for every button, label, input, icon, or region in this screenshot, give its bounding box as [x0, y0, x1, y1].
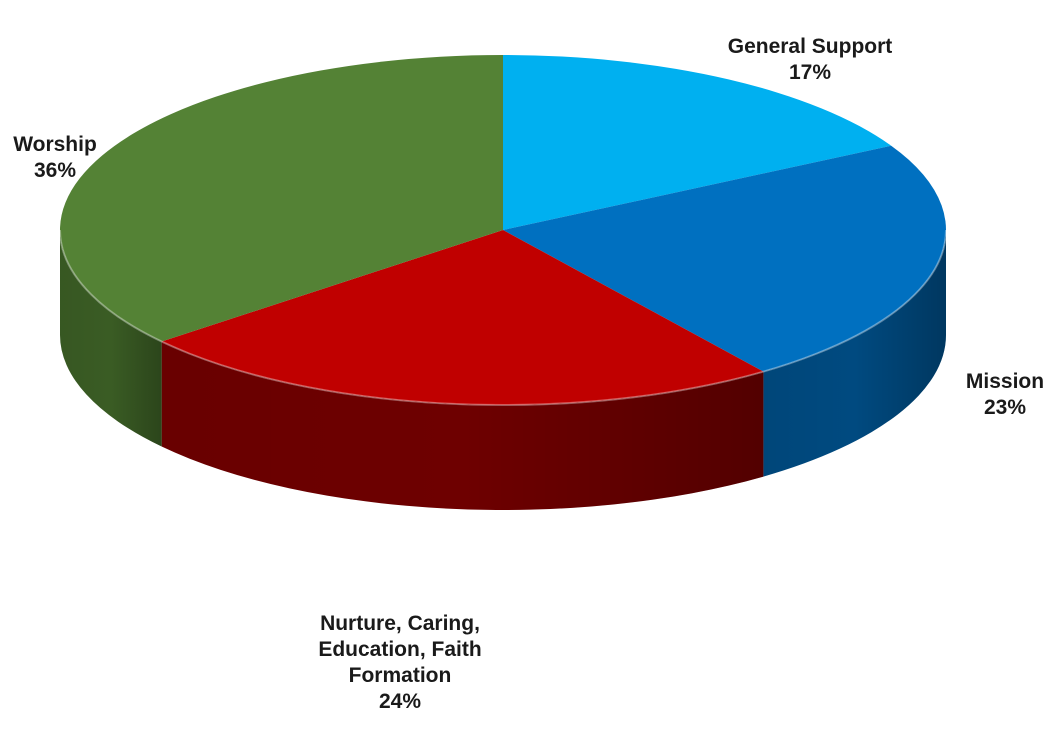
pie-side-shade-nurture	[161, 341, 764, 511]
label-nurture: Nurture, Caring, Education, Faith Format…	[280, 585, 520, 741]
label-general-support-percent: 17%	[788, 61, 832, 84]
pie-slice-general-support	[503, 54, 892, 230]
pie-rim-highlight	[59, 229, 947, 406]
label-general-support: General Support 17%	[700, 8, 920, 112]
pie-chart: General Support 17% Mission 23% Nurture,…	[0, 8, 1058, 713]
pie-slice-nurture	[161, 230, 764, 406]
label-nurture-percent: 24%	[378, 690, 422, 713]
label-worship-name: Worship	[13, 133, 97, 156]
pie-side-shade-worship	[59, 230, 162, 447]
pie-slice-worship	[59, 55, 503, 342]
label-mission: Mission 23%	[950, 343, 1058, 447]
pie-tops	[59, 54, 947, 406]
label-nurture-name: Nurture, Caring, Education, Faith Format…	[318, 612, 482, 687]
pie-sides	[59, 230, 946, 511]
label-general-support-name: General Support	[727, 35, 893, 58]
label-worship: Worship 36%	[0, 106, 110, 210]
label-mission-name: Mission	[965, 370, 1045, 393]
pie-slice-mission	[503, 145, 947, 372]
label-mission-percent: 23%	[983, 396, 1027, 419]
label-worship-percent: 36%	[33, 159, 77, 182]
pie-chart-svg	[59, 54, 947, 511]
pie-side-shade-mission	[763, 230, 946, 477]
